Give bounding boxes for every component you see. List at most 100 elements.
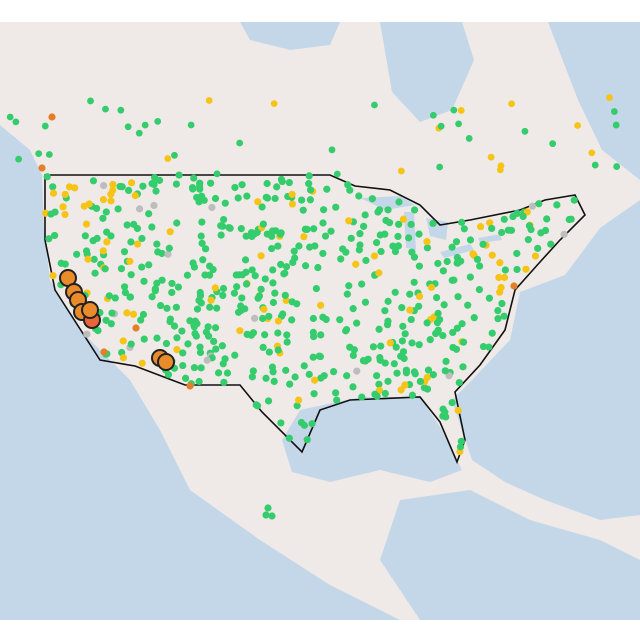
monitor-dot xyxy=(356,230,364,238)
monitor-dot xyxy=(195,377,203,386)
monitor-dot xyxy=(271,194,279,203)
monitor-dot xyxy=(258,203,266,211)
monitor-dot xyxy=(270,100,278,108)
monitor-dot xyxy=(49,183,57,191)
monitor-dot xyxy=(397,352,405,360)
monitor-dot xyxy=(445,372,453,380)
monitor-dot xyxy=(486,219,494,227)
monitor-dot xyxy=(606,94,613,101)
hudson-bay xyxy=(380,22,474,122)
monitor-dot xyxy=(248,373,256,381)
monitor-dot xyxy=(395,198,403,206)
monitor-dot xyxy=(127,179,136,187)
monitor-dot xyxy=(415,262,424,270)
monitor-dot xyxy=(300,362,308,370)
monitor-dot xyxy=(522,265,530,273)
monitor-dot xyxy=(423,319,431,327)
monitor-dot xyxy=(126,257,134,265)
monitor-dot xyxy=(547,240,555,248)
monitor-dot xyxy=(345,217,353,225)
monitor-dot xyxy=(277,260,285,269)
monitor-dot xyxy=(151,287,159,295)
monitor-dot xyxy=(242,280,251,288)
monitor-dot xyxy=(454,406,462,415)
monitor-dot xyxy=(399,215,407,223)
monitor-dot xyxy=(109,180,117,189)
monitor-dot xyxy=(323,185,331,193)
monitor-dot xyxy=(311,376,319,384)
monitor-dot xyxy=(119,354,127,362)
monitor-dot xyxy=(251,272,259,280)
monitor-dot xyxy=(466,273,474,281)
monitor-dot xyxy=(317,331,325,339)
monitor-dot xyxy=(319,206,328,214)
monitor-dot xyxy=(452,238,461,246)
monitor-dot xyxy=(268,244,276,253)
monitor-dot xyxy=(111,294,119,302)
monitor-dot xyxy=(610,108,618,115)
monitor-dot xyxy=(401,330,409,338)
monitor-dot xyxy=(200,196,208,204)
monitor-dot xyxy=(343,290,351,298)
monitor-dot xyxy=(274,329,282,337)
monitor-dot xyxy=(181,374,190,382)
monitor-dot xyxy=(300,233,308,241)
monitor-dot xyxy=(262,374,270,382)
monitor-dot xyxy=(210,337,218,346)
monitor-dot xyxy=(314,263,322,272)
monitor-dot xyxy=(84,255,92,263)
monitor-dot xyxy=(82,220,91,228)
monitor-dot xyxy=(294,396,303,404)
monitor-dot xyxy=(420,384,428,392)
monitor-dot xyxy=(175,171,183,179)
monitor-dot xyxy=(158,276,166,284)
monitor-dot xyxy=(448,243,456,251)
monitor-dot xyxy=(190,263,199,271)
monitor-dot xyxy=(257,285,265,293)
monitor-dot xyxy=(218,342,226,350)
monitor-dot xyxy=(214,369,223,377)
monitor-dot xyxy=(440,301,448,309)
monitor-dot xyxy=(148,223,156,231)
monitor-dot xyxy=(288,200,297,208)
monitor-dot xyxy=(429,219,437,228)
monitor-dot xyxy=(102,316,110,324)
monitor-dot xyxy=(475,286,484,294)
monitor-dot xyxy=(252,401,260,409)
monitor-dot xyxy=(148,293,156,301)
monitor-dot xyxy=(139,310,148,319)
monitor-dot xyxy=(164,155,172,162)
monitor-dot xyxy=(497,162,505,170)
monitor-dot xyxy=(283,331,291,339)
monitor-dot xyxy=(375,269,383,277)
monitor-dot xyxy=(305,180,313,188)
monitor-dot xyxy=(415,230,423,238)
monitor-dot xyxy=(163,304,171,312)
monitor-dot xyxy=(369,343,378,351)
monitor-dot xyxy=(12,118,20,126)
monitor-dot xyxy=(488,329,496,337)
monitor-dot xyxy=(257,252,265,260)
monitor-dot xyxy=(391,247,400,256)
monitor-dot xyxy=(139,182,147,190)
monitor-dot xyxy=(513,249,521,258)
monitor-dot xyxy=(38,164,46,172)
monitor-dot xyxy=(213,170,221,178)
monitor-dot xyxy=(241,256,250,264)
monitor-dot xyxy=(153,279,161,287)
monitor-dot xyxy=(173,219,181,227)
monitor-dot xyxy=(455,378,463,387)
monitor-dot xyxy=(443,257,451,266)
monitor-dot xyxy=(170,322,179,330)
monitor-dot xyxy=(439,267,447,275)
monitor-dot xyxy=(217,222,225,230)
monitor-dot xyxy=(201,245,210,253)
monitor-dot xyxy=(309,314,317,323)
monitor-dot xyxy=(333,170,341,178)
monitor-dot xyxy=(173,346,181,354)
monitor-dot xyxy=(508,100,516,108)
monitor-dot xyxy=(426,336,434,344)
monitor-dot xyxy=(237,306,245,315)
